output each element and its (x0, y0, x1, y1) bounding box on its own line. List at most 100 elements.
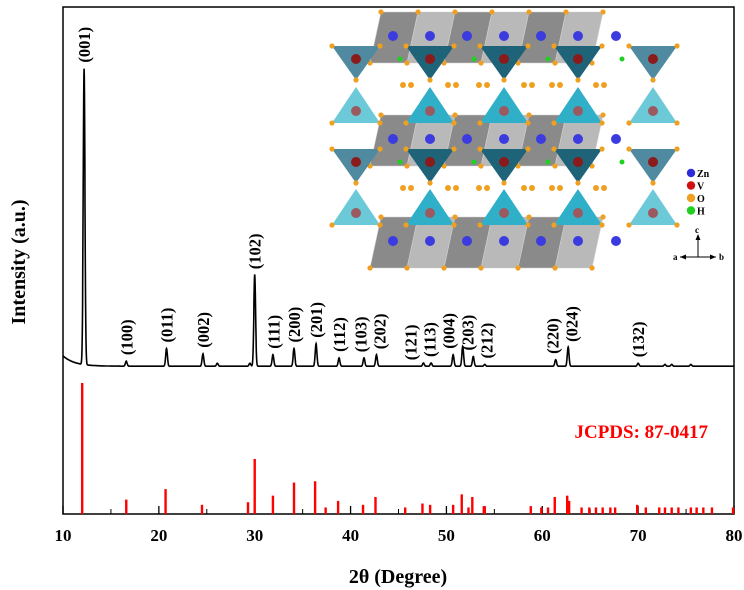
oxygen-atom (501, 77, 507, 83)
peak-label: (203) (459, 315, 478, 351)
legend-swatch-zn (686, 168, 696, 178)
legend-label: O (697, 194, 705, 205)
reference-stick (125, 499, 128, 514)
water-oxygen-atom (557, 82, 563, 88)
oxygen-atom (552, 265, 558, 271)
x-tick-label: 30 (246, 526, 263, 545)
reference-stick (670, 507, 673, 514)
reference-stick (324, 507, 327, 514)
oxygen-atom (526, 9, 532, 15)
oxygen-atom (477, 222, 483, 228)
vanadium-atom (573, 54, 583, 64)
water-oxygen-atom (453, 82, 459, 88)
peak-label: (024) (562, 306, 581, 342)
oxygen-atom (575, 180, 581, 186)
x-tick-label: 70 (630, 526, 647, 545)
reference-stick (483, 506, 486, 514)
water-oxygen-atom (601, 82, 607, 88)
oxygen-atom (404, 163, 410, 169)
water-oxygen-atom (476, 82, 482, 88)
hydrogen-atom (471, 56, 477, 62)
hydrogen-atom (397, 159, 403, 165)
vo4-tetrahedron (332, 87, 380, 123)
peak-label: (011) (158, 308, 177, 343)
oxygen-atom (451, 222, 457, 228)
vanadium-atom (648, 106, 658, 116)
reference-stick (313, 481, 317, 514)
reference-stick (428, 504, 432, 514)
oxygen-atom (329, 222, 335, 228)
reference-stick (635, 504, 639, 514)
oxygen-atom (600, 112, 606, 118)
reference-stick (471, 496, 474, 514)
vo4-tetrahedron (629, 189, 677, 225)
zinc-atom (499, 134, 509, 144)
oxygen-atom (452, 214, 458, 220)
oxygen-atom (599, 120, 605, 126)
reference-stick (677, 507, 680, 514)
zinc-atom (573, 134, 583, 144)
reference-stick (689, 507, 693, 514)
oxygen-atom (377, 43, 383, 49)
vanadium-atom (499, 208, 509, 218)
water-oxygen-atom (476, 185, 482, 191)
oxygen-atom (477, 43, 483, 49)
oxygen-atom (525, 222, 531, 228)
oxygen-atom (626, 146, 632, 152)
oxygen-atom (589, 265, 595, 271)
peak-label: (002) (194, 312, 213, 348)
water-oxygen-atom (521, 82, 527, 88)
water-oxygen-atom (593, 185, 599, 191)
reference-stick (710, 507, 714, 514)
oxygen-atom (403, 222, 409, 228)
oxygen-atom (551, 222, 557, 228)
zinc-atom (499, 31, 509, 41)
oxygen-atom (526, 214, 532, 220)
peak-labels: (001) (100) (011) (002) (102) (111) (200) (201)… (75, 27, 648, 360)
zinc-atom (388, 31, 398, 41)
oxygen-atom (367, 265, 373, 271)
x-tick-label: 80 (726, 526, 743, 545)
zinc-atom (425, 31, 435, 41)
reference-stick (421, 503, 424, 514)
reference-stick (292, 482, 296, 514)
x-tick-label: 40 (342, 526, 359, 545)
x-tick-label: 10 (55, 526, 72, 545)
oxygen-atom (551, 146, 557, 152)
vanadium-atom (425, 54, 435, 64)
oxygen-atom (441, 265, 447, 271)
oxygen-atom (477, 146, 483, 152)
reference-stick (695, 507, 698, 514)
zinc-atom (462, 31, 472, 41)
zinc-atom (388, 134, 398, 144)
oxygen-atom (674, 120, 680, 126)
water-oxygen-atom (549, 82, 555, 88)
peak-label: (102) (245, 233, 264, 269)
arrow-b-icon (710, 254, 716, 260)
peak-label: (132) (629, 322, 648, 358)
water-oxygen-atom (445, 185, 451, 191)
peak-label: (202) (371, 313, 390, 349)
arrow-a-icon (680, 254, 686, 260)
vanadium-atom (425, 208, 435, 218)
water-oxygen-atom (521, 185, 527, 191)
reference-stick (404, 507, 407, 514)
zinc-atom (573, 31, 583, 41)
peak-label: (004) (440, 313, 459, 349)
oxygen-atom (551, 120, 557, 126)
vo4-tetrahedron (554, 87, 602, 123)
peak-label: (112) (330, 317, 349, 352)
vanadium-atom (648, 54, 658, 64)
oxygen-atom (650, 180, 656, 186)
legend-label: H (697, 207, 705, 218)
reference-stick (546, 507, 550, 514)
oxygen-atom (478, 265, 484, 271)
reference-stick (451, 504, 455, 514)
zinc-atom (462, 134, 472, 144)
zinc-atom (425, 134, 435, 144)
reference-stick (644, 507, 648, 514)
oxygen-atom (403, 146, 409, 152)
vanadium-atom (425, 157, 435, 167)
reference-stick (663, 507, 667, 514)
